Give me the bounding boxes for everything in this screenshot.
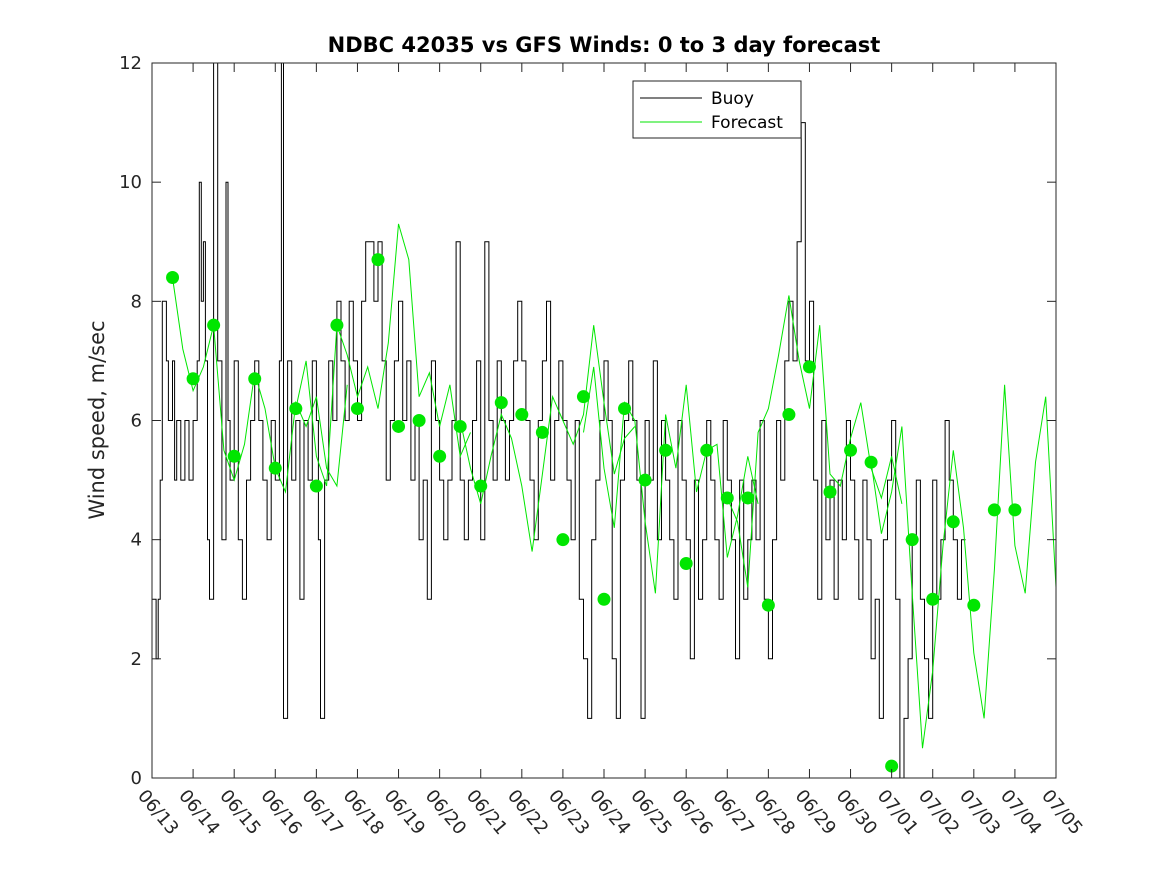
forecast-line [870,384,1057,749]
forecast-marker [289,402,303,416]
forecast-marker [700,443,714,457]
y-axis-label: Wind speed, m/sec [85,320,109,519]
forecast-marker [309,479,323,493]
forecast-marker [823,485,837,499]
forecast-line [295,223,471,487]
forecast-marker [802,360,816,374]
y-axis: 0 2 4 6 8 10 12 [119,53,1056,789]
forecast-series [172,223,1057,749]
forecast-marker [618,402,632,416]
forecast-marker [905,533,919,547]
forecast-marker [494,396,508,410]
forecast-line [172,277,348,494]
y-tick-label: 8 [131,291,142,312]
buoy-line [152,62,966,779]
legend: Buoy Forecast [632,80,802,139]
chart-title: NDBC 42035 vs GFS Winds: 0 to 3 day fore… [328,33,881,57]
y-tick-label: 10 [119,172,142,193]
forecast-marker [433,449,447,463]
forecast-marker [330,318,344,332]
forecast-marker [515,408,529,422]
forecast-marker [268,461,282,475]
forecast-marker [926,592,940,606]
legend-forecast-label: Forecast [711,113,783,133]
forecast-marker [248,372,262,386]
forecast-marker [576,390,590,404]
forecast-marker [186,372,200,386]
forecast-marker [885,759,899,773]
forecast-marker [946,515,960,529]
forecast-marker [1008,503,1022,517]
forecast-marker [844,443,858,457]
y-tick-label: 4 [131,530,142,551]
forecast-marker [761,598,775,612]
forecast-marker [166,271,180,284]
y-tick-label: 6 [131,411,142,432]
forecast-marker [453,419,467,433]
forecast-marker [987,503,1001,517]
forecast-marker [864,455,878,469]
forecast-marker [474,479,488,493]
forecast-marker [207,318,221,332]
forecast-marker [597,592,611,606]
forecast-marker [227,449,241,463]
forecast-marker [371,253,385,267]
y-tick-label: 2 [131,649,142,670]
forecast-marker [392,419,406,433]
forecast-marker [782,408,796,422]
forecast-marker [720,491,734,505]
forecast-marker [535,425,549,439]
forecast-marker [350,402,364,416]
forecast-markers [166,253,1022,773]
buoy-series [152,62,966,779]
forecast-marker [412,414,426,427]
y-tick-label: 12 [119,53,142,74]
legend-box [632,80,802,139]
forecast-marker [679,557,693,570]
forecast-line [583,366,759,594]
forecast-marker [659,443,673,457]
forecast-marker [741,491,755,505]
legend-buoy-label: Buoy [711,89,754,109]
forecast-marker [967,598,981,612]
y-tick-label: 0 [131,768,142,789]
forecast-marker [556,533,570,547]
forecast-marker [638,473,652,487]
